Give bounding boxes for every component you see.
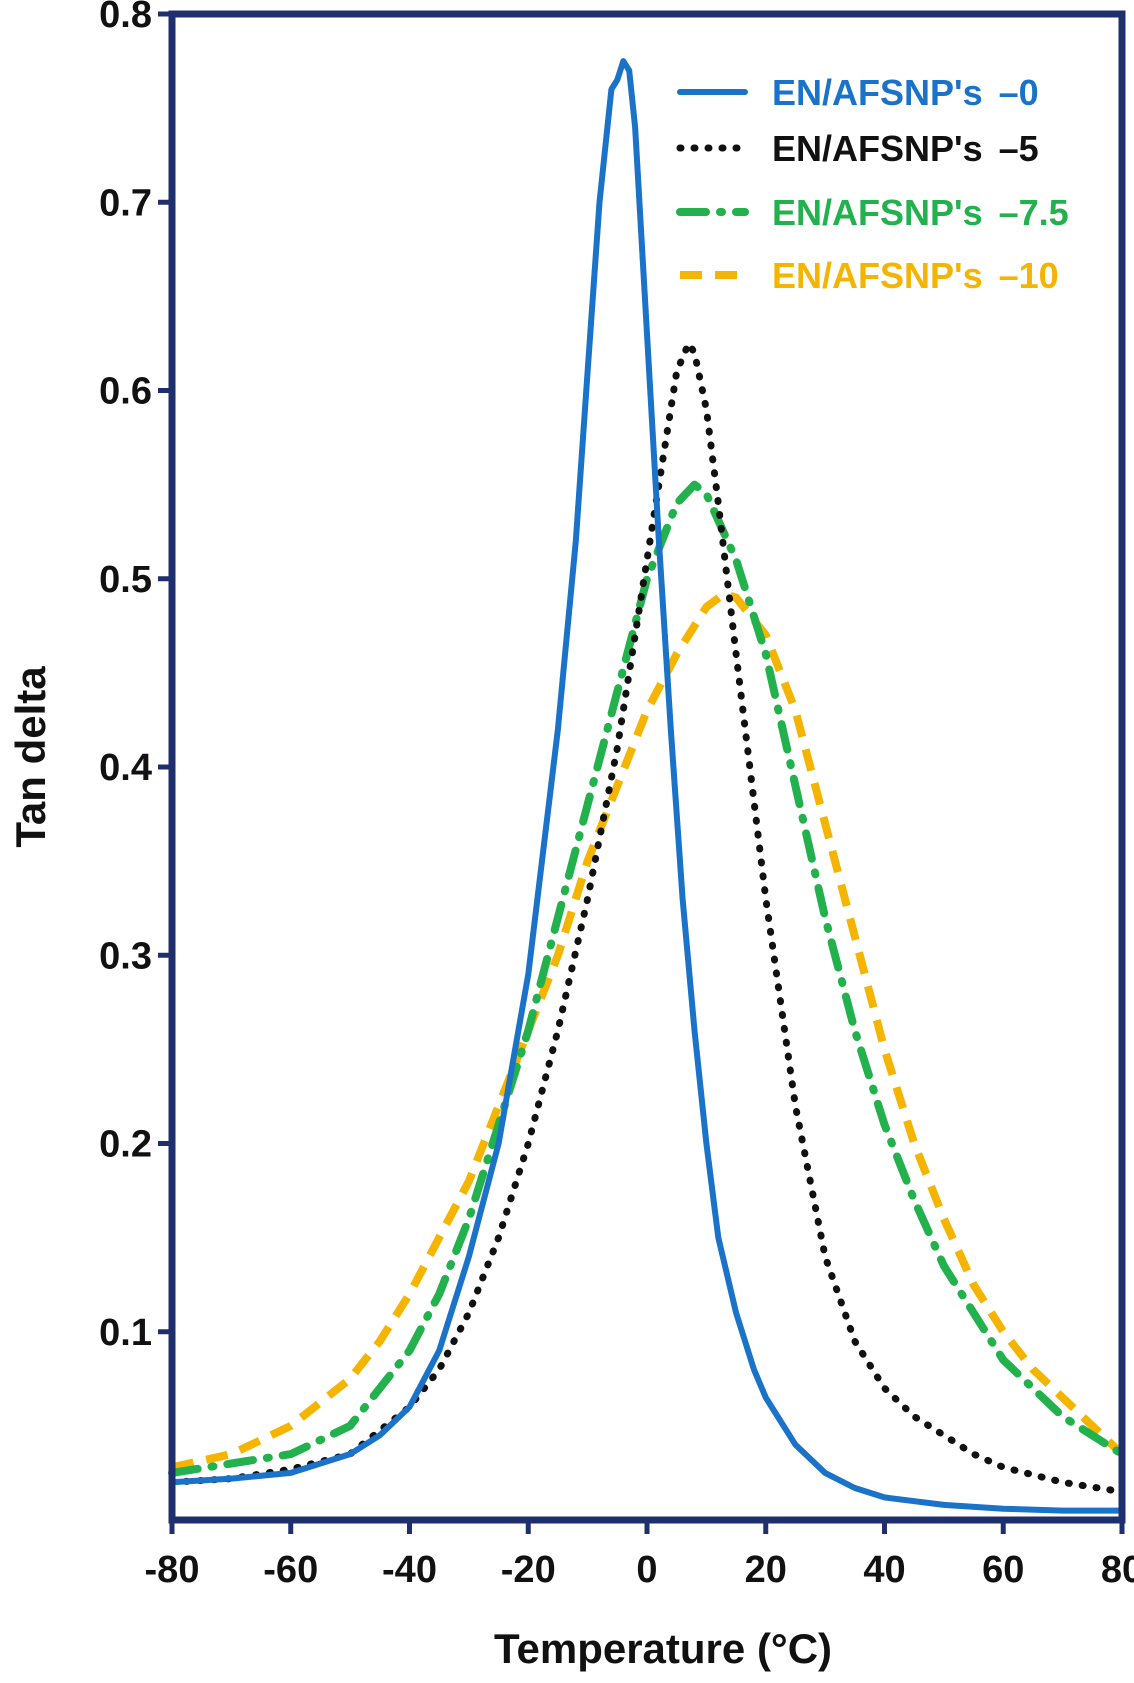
y-tick-label: 0.4	[99, 747, 152, 789]
x-tick-label: 0	[636, 1549, 657, 1591]
legend-series-name: EN/AFSNP's	[772, 255, 983, 296]
x-tick-label: 40	[863, 1549, 905, 1591]
y-axis-ticks: 0.1 0.2 0.3 0.4 0.5 0.6 0.7 0.8	[99, 0, 172, 1354]
series-line-0	[169, 58, 1125, 1514]
x-tick-label: 60	[982, 1549, 1024, 1591]
x-tick-label: -40	[382, 1549, 437, 1591]
y-tick-label: 0.1	[99, 1312, 152, 1354]
x-tick-label: -80	[145, 1549, 200, 1591]
x-axis-title: Temperature (°C)	[494, 1625, 832, 1672]
legend-label: EN/AFSNP's –0	[772, 72, 1039, 113]
legend-series-suffix: –0	[999, 72, 1039, 113]
legend-series-name: EN/AFSNP's	[772, 128, 983, 169]
x-axis-title-text: Temperature	[494, 1625, 745, 1672]
legend-series-suffix: –5	[999, 128, 1039, 169]
series-line-5	[168, 339, 1126, 1496]
x-axis-unit: (°C)	[757, 1625, 832, 1672]
legend: EN/AFSNP's –0EN/AFSNP's –5EN/AFSNP's –7.5EN…	[676, 72, 1069, 296]
x-tick-label: -60	[263, 1549, 318, 1591]
series-layer	[168, 58, 1126, 1514]
y-tick-label: 0.6	[99, 371, 152, 413]
y-tick-label: 0.8	[99, 0, 152, 36]
legend-label: EN/AFSNP's –10	[772, 255, 1059, 296]
legend-label: EN/AFSNP's –7.5	[772, 192, 1069, 233]
x-tick-label: -20	[501, 1549, 556, 1591]
y-tick-label: 0.5	[99, 559, 152, 601]
y-tick-label: 0.7	[99, 182, 152, 224]
legend-label: EN/AFSNP's –5	[772, 128, 1039, 169]
legend-series-suffix: –10	[999, 255, 1059, 296]
x-tick-label: 20	[745, 1549, 787, 1591]
y-tick-label: 0.3	[99, 935, 152, 977]
legend-series-name: EN/AFSNP's	[772, 192, 983, 233]
series-line-10	[171, 589, 1125, 1472]
legend-series-name: EN/AFSNP's	[772, 72, 983, 113]
legend-series-suffix: –7.5	[999, 192, 1069, 233]
y-tick-label: 0.2	[99, 1124, 152, 1166]
series-line-7-5	[168, 480, 1126, 1477]
x-tick-label: 80	[1101, 1549, 1134, 1591]
plot-area-frame	[168, 10, 1126, 1524]
x-axis-ticks: -80 -60 -40 -20 0 20 40 60 80	[145, 1520, 1134, 1591]
y-axis-title: Tan delta	[7, 666, 54, 848]
